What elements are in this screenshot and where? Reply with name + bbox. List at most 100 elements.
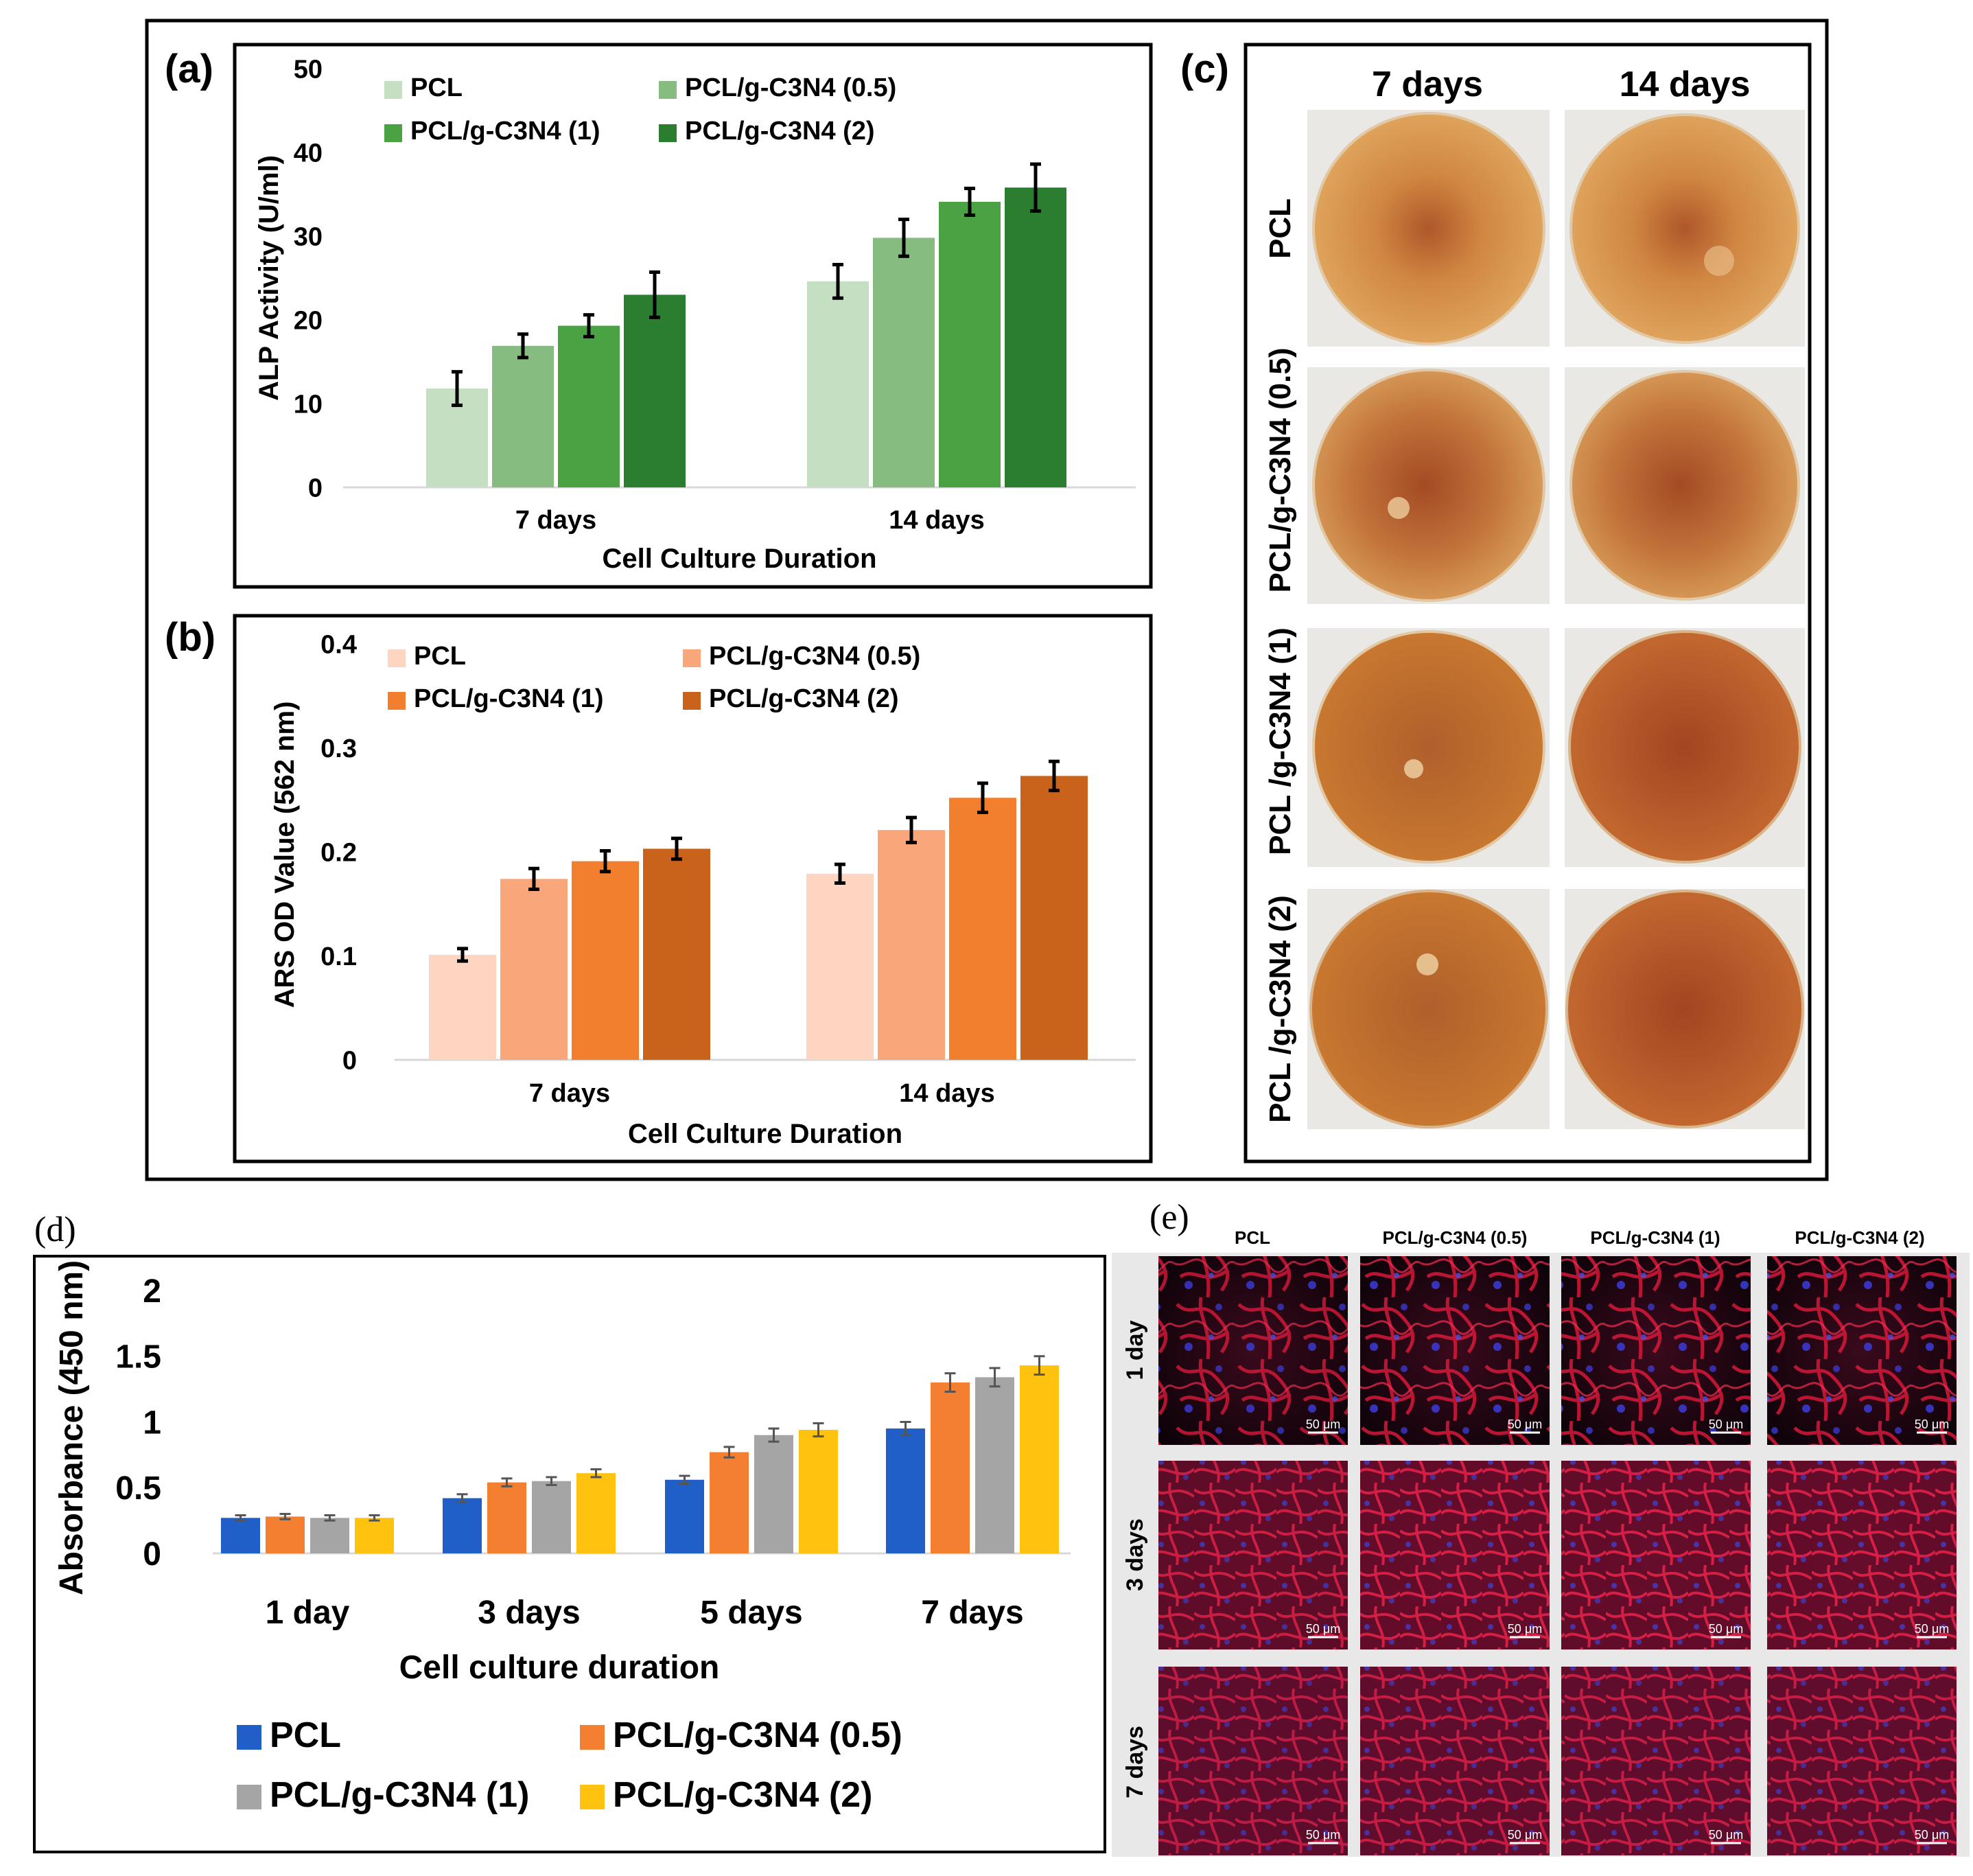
panel-c-label: (c) — [1180, 47, 1229, 91]
scale-bar-label: 50 μm — [1709, 1828, 1743, 1842]
scale-bar-label: 50 μm — [1508, 1828, 1542, 1842]
scale-bar-label: 50 μm — [1915, 1828, 1949, 1842]
panel-b-label: (b) — [165, 615, 215, 660]
panel-c-row-label: PCL/g-C3N4 (0.5) — [1263, 348, 1297, 593]
bar — [643, 848, 710, 1060]
chart-b: 0 0.1 0.2 0.3 0.4 7 days 14 days Cell Culture D… — [270, 630, 1136, 1149]
legend-label: PCL — [414, 642, 466, 671]
x-tick-label: 7 days — [529, 1079, 610, 1108]
scale-bar-label: 50 μm — [1508, 1622, 1542, 1636]
legend-label: PCL/g-C3N4 (2) — [685, 117, 875, 146]
scale-bar-label: 50 μm — [1306, 1417, 1340, 1431]
y-tick-label: 0 — [308, 474, 323, 502]
panel-e-column-label: PCL — [1235, 1227, 1270, 1248]
panel-c: (c) 7 days 14 days PCL PCL/g-C3N4 (0.5) … — [1180, 43, 1812, 1163]
bar — [572, 861, 639, 1060]
panel-e-column-label: PCL/g-C3N4 (2) — [1795, 1227, 1924, 1248]
legend-swatch — [388, 649, 406, 667]
bar — [710, 1452, 749, 1553]
panel-c-row-label: PCL /g-C3N4 (1) — [1263, 627, 1297, 855]
legend-swatch — [237, 1785, 261, 1809]
bar — [221, 1518, 260, 1553]
bar — [975, 1377, 1014, 1553]
y-tick-label: 0.3 — [320, 734, 357, 763]
bar — [806, 873, 874, 1060]
legend-label: PCL/g-C3N4 (1) — [414, 684, 604, 713]
x-tick-label: 14 days — [899, 1079, 994, 1108]
legend-swatch — [384, 81, 402, 99]
bar — [443, 1498, 482, 1553]
y-tick-label: 20 — [294, 306, 323, 335]
x-tick-label: 3 days — [478, 1595, 580, 1631]
bar — [931, 1382, 970, 1553]
legend-swatch — [683, 692, 701, 710]
x-axis-title: Cell Culture Duration — [628, 1119, 902, 1149]
x-tick-label: 5 days — [700, 1595, 802, 1631]
bar — [429, 954, 496, 1060]
legend-label: PCL — [270, 1715, 341, 1755]
x-tick-label: 7 days — [921, 1595, 1023, 1631]
legend-label: PCL — [410, 73, 463, 102]
y-tick-label: 0.5 — [115, 1470, 161, 1507]
y-tick-label: 10 — [294, 390, 323, 419]
bar — [310, 1518, 349, 1553]
x-axis-title: Cell Culture Duration — [602, 544, 876, 574]
y-tick-label: 0.4 — [320, 630, 357, 659]
bar — [873, 238, 935, 487]
bar — [558, 325, 620, 487]
scale-bars: 50 μm 50 μm 50 μm 50 μm 50 μm 50 μm 50 μm 50 μm… — [1306, 1417, 1949, 1844]
bar — [532, 1481, 571, 1553]
bar — [878, 830, 945, 1060]
bar — [799, 1429, 838, 1553]
panel-d-label: (d) — [34, 1210, 76, 1249]
bar — [624, 294, 686, 487]
x-tick-label: 1 day — [266, 1595, 350, 1631]
scale-bar-label: 50 μm — [1508, 1417, 1542, 1431]
x-tick-label: 7 days — [515, 506, 596, 535]
legend-swatch — [580, 1785, 605, 1809]
panel-e-row-label: 3 days — [1122, 1518, 1148, 1591]
bar — [949, 798, 1016, 1060]
y-tick-label: 40 — [294, 139, 323, 167]
chart-a: 0 10 20 30 40 50 7 days 14 days Cell Culture Dur… — [254, 55, 1136, 574]
scale-bar-label: 50 μm — [1306, 1622, 1340, 1636]
bar — [754, 1435, 793, 1553]
bar — [355, 1518, 394, 1553]
bar — [500, 879, 568, 1060]
top-figure-frame — [145, 19, 1829, 1181]
bar — [665, 1479, 704, 1553]
panel-c-column-label: 14 days — [1620, 65, 1751, 104]
y-tick-label: 1.5 — [115, 1339, 161, 1376]
micrograph-grid — [1158, 1256, 1957, 1855]
legend-swatch — [683, 649, 701, 667]
bar — [576, 1473, 616, 1553]
y-axis-title: Absorbance (450 nm) — [54, 1260, 90, 1595]
bar — [1020, 776, 1088, 1060]
legend-swatch — [237, 1725, 261, 1750]
panel-e: (e) PCL PCL/g-C3N4 (0.5) PCL/g-C3N4 (1) … — [1112, 1198, 1970, 1857]
scale-bar-label: 50 μm — [1709, 1417, 1743, 1431]
bar — [807, 281, 869, 487]
y-tick-label: 0 — [342, 1046, 357, 1075]
panel-e-column-label: PCL/g-C3N4 (0.5) — [1383, 1227, 1528, 1248]
legend-swatch — [659, 81, 677, 99]
scale-bar-label: 50 μm — [1915, 1417, 1949, 1431]
panel-e-row-label: 1 day — [1122, 1320, 1148, 1380]
bar — [886, 1428, 925, 1553]
legend-label: PCL/g-C3N4 (0.5) — [613, 1715, 902, 1755]
legend-label: PCL/g-C3N4 (1) — [270, 1775, 529, 1815]
legend-label: PCL/g-C3N4 (2) — [709, 684, 899, 713]
x-axis-title: Cell culture duration — [399, 1649, 720, 1686]
bar — [939, 201, 1001, 487]
scale-bar-label: 50 μm — [1709, 1622, 1743, 1636]
legend-swatch — [388, 692, 406, 710]
bar — [266, 1516, 305, 1553]
legend-swatch — [659, 124, 677, 142]
panel-c-row-label: PCL /g-C3N4 (2) — [1263, 895, 1297, 1123]
panel-a-label: (a) — [165, 47, 213, 91]
y-axis-title: ARS OD Value (562 nm) — [270, 702, 300, 1008]
y-tick-label: 0.2 — [320, 838, 357, 867]
panel-c-column-label: 7 days — [1372, 65, 1483, 104]
x-tick-label: 14 days — [889, 506, 984, 535]
